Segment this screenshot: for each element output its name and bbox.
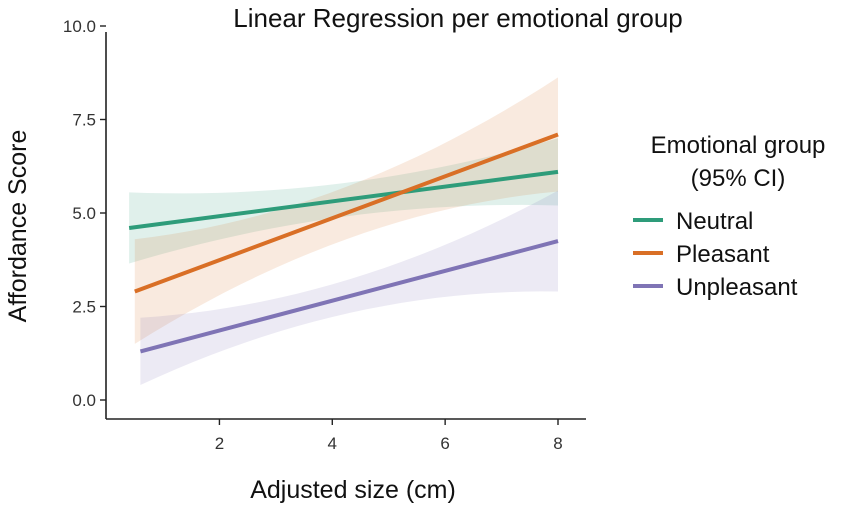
y-tick-label: 7.5 <box>72 111 96 130</box>
chart-title: Linear Regression per emotional group <box>233 3 683 33</box>
y-axis-ticks: 0.0 2.5 5.0 7.5 10.0 <box>63 17 106 410</box>
legend-title-line-1: Emotional group <box>651 132 826 159</box>
regression-line-unpleasant <box>139 239 559 354</box>
x-axis-title: Adjusted size (cm) <box>250 476 456 504</box>
x-tick-label: 2 <box>215 434 224 453</box>
x-axis-ticks: 2 4 6 8 <box>215 419 563 453</box>
regression-line-pleasant <box>134 132 559 294</box>
y-tick-label: 10.0 <box>63 17 96 36</box>
y-axis-title: Affordance Score <box>4 130 32 323</box>
x-tick-label: 6 <box>440 434 449 453</box>
regression-lines <box>128 132 559 354</box>
x-tick-label: 8 <box>553 434 562 453</box>
legend: Emotional group (95% CI) Neutral Pleasant… <box>633 132 825 301</box>
legend-label-pleasant: Pleasant <box>676 241 770 268</box>
y-tick-label: 2.5 <box>72 298 96 317</box>
legend-label-neutral: Neutral <box>676 208 753 235</box>
regression-line-neutral <box>128 169 559 230</box>
legend-title-line-2: (95% CI) <box>691 165 786 192</box>
y-tick-label: 0.0 <box>72 391 96 410</box>
ci-band-unpleasant <box>140 190 558 385</box>
legend-label-unpleasant: Unpleasant <box>676 274 798 301</box>
ci-band-pleasant <box>134 77 559 344</box>
y-tick-label: 5.0 <box>72 204 96 223</box>
x-tick-label: 4 <box>328 434 337 453</box>
